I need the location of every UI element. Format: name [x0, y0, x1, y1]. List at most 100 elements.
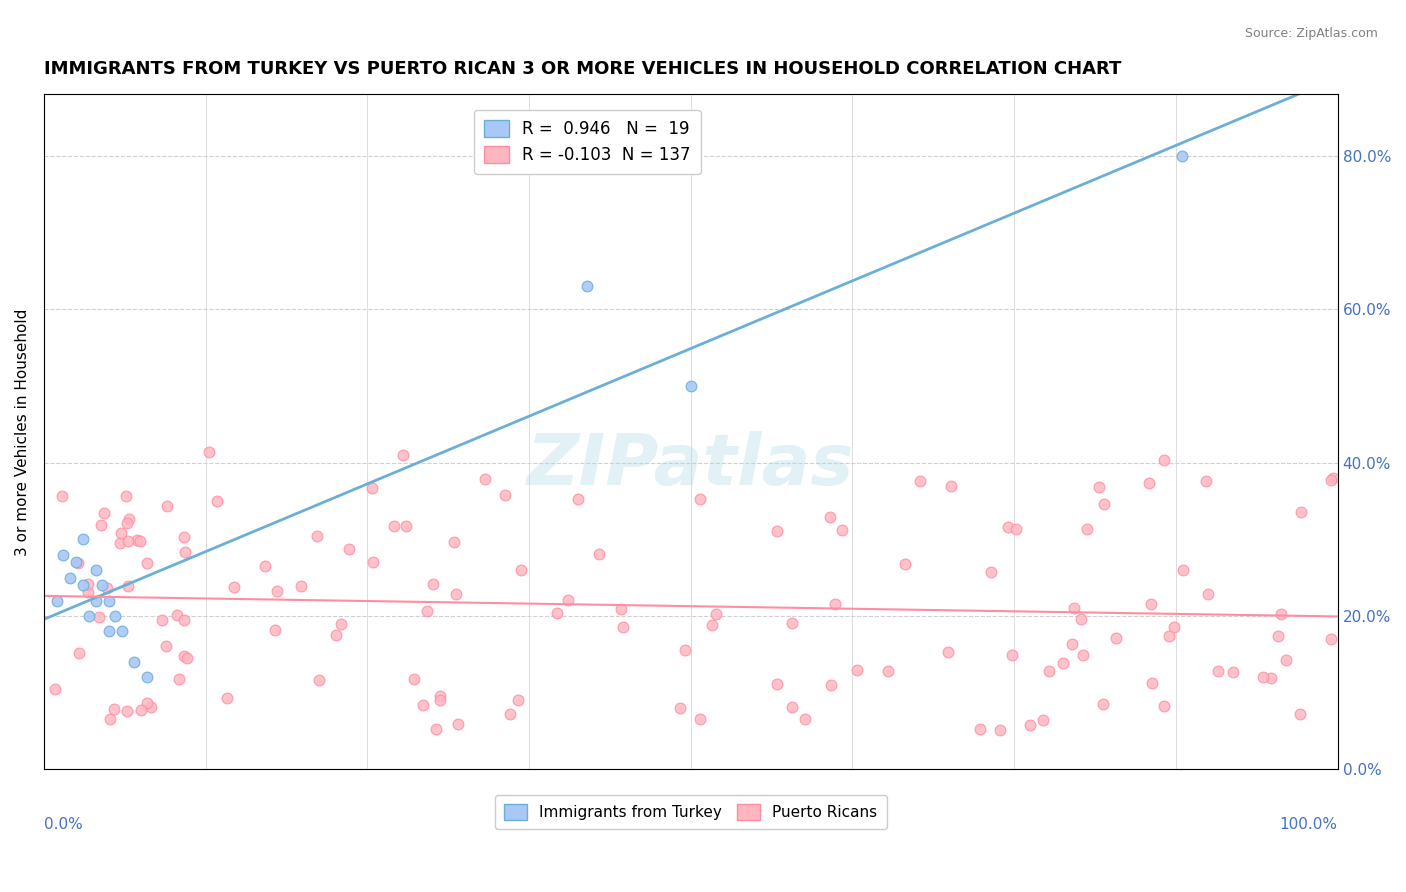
Point: [45, 593, 67, 607]
Point: [1163, 620, 1185, 634]
Point: [115, 489, 138, 503]
Point: [91, 578, 114, 592]
Point: [444, 587, 467, 601]
Point: [939, 479, 962, 493]
Point: [173, 613, 195, 627]
Point: [224, 580, 246, 594]
Point: [894, 557, 917, 571]
Point: [1260, 671, 1282, 685]
Point: [139, 700, 162, 714]
Point: [780, 699, 803, 714]
Point: [668, 701, 690, 715]
Point: [253, 558, 276, 573]
Point: [1206, 664, 1229, 678]
Point: [52, 548, 75, 562]
Point: [1091, 698, 1114, 712]
Point: [395, 519, 418, 533]
Point: [1153, 699, 1175, 714]
Point: [1005, 522, 1028, 536]
Point: [90, 517, 112, 532]
Point: [84, 593, 107, 607]
Point: [51, 489, 73, 503]
Point: [124, 655, 146, 669]
Point: [110, 526, 132, 541]
Text: 0.0%: 0.0%: [44, 816, 83, 831]
Point: [103, 702, 125, 716]
Point: [988, 723, 1011, 737]
Point: [422, 576, 444, 591]
Point: [404, 672, 426, 686]
Point: [508, 693, 530, 707]
Point: [1071, 648, 1094, 662]
Point: [152, 613, 174, 627]
Point: [115, 704, 138, 718]
Point: [361, 555, 384, 569]
Point: [44, 681, 66, 696]
Y-axis label: 3 or more Vehicles in Household: 3 or more Vehicles in Household: [15, 309, 30, 556]
Point: [128, 533, 150, 548]
Point: [1195, 474, 1218, 488]
Point: [1288, 706, 1310, 721]
Point: [173, 648, 195, 663]
Point: [392, 448, 415, 462]
Point: [474, 472, 496, 486]
Point: [66, 556, 89, 570]
Point: [765, 676, 787, 690]
Point: [1270, 607, 1292, 621]
Point: [197, 445, 219, 459]
Point: [110, 624, 132, 639]
Point: [443, 535, 465, 549]
Point: [679, 379, 702, 393]
Point: [118, 511, 141, 525]
Point: [980, 566, 1002, 580]
Point: [1267, 629, 1289, 643]
Point: [831, 524, 853, 538]
Point: [308, 673, 330, 687]
Point: [100, 712, 122, 726]
Point: [290, 579, 312, 593]
Point: [510, 563, 533, 577]
Text: 100.0%: 100.0%: [1279, 816, 1337, 831]
Point: [429, 689, 451, 703]
Point: [412, 698, 434, 712]
Point: [610, 602, 633, 616]
Point: [176, 651, 198, 665]
Point: [117, 533, 139, 548]
Point: [997, 519, 1019, 533]
Point: [704, 607, 727, 621]
Point: [127, 533, 149, 548]
Point: [1105, 632, 1128, 646]
Point: [689, 712, 711, 726]
Point: [846, 663, 869, 677]
Point: [59, 571, 82, 585]
Point: [207, 493, 229, 508]
Point: [877, 664, 900, 678]
Point: [329, 616, 352, 631]
Point: [89, 610, 111, 624]
Point: [1251, 670, 1274, 684]
Point: [72, 578, 94, 592]
Point: [117, 579, 139, 593]
Point: [588, 547, 610, 561]
Text: Source: ZipAtlas.com: Source: ZipAtlas.com: [1244, 27, 1378, 40]
Point: [1137, 475, 1160, 490]
Point: [1052, 657, 1074, 671]
Point: [1320, 632, 1343, 647]
Point: [673, 642, 696, 657]
Point: [93, 507, 115, 521]
Point: [305, 529, 328, 543]
Point: [155, 639, 177, 653]
Point: [702, 618, 724, 632]
Point: [361, 482, 384, 496]
Text: ZIPatlas: ZIPatlas: [527, 431, 855, 500]
Point: [793, 712, 815, 726]
Point: [115, 516, 138, 530]
Point: [910, 474, 932, 488]
Point: [1157, 629, 1180, 643]
Point: [217, 691, 239, 706]
Point: [1274, 653, 1296, 667]
Point: [337, 542, 360, 557]
Point: [1171, 149, 1194, 163]
Point: [1322, 471, 1344, 485]
Legend: R =  0.946   N =  19, R = -0.103  N = 137: R = 0.946 N = 19, R = -0.103 N = 137: [474, 110, 700, 174]
